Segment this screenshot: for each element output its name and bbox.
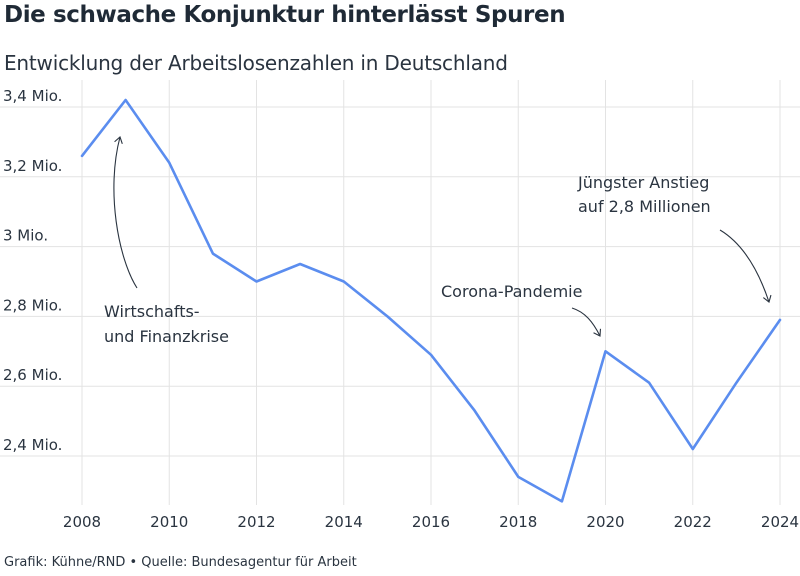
annotation-label: und Finanzkrise <box>104 327 229 346</box>
annotation-label: Wirtschafts- <box>104 302 200 321</box>
y-tick-label: 3 Mio. <box>3 227 48 245</box>
chart-title: Die schwache Konjunktur hinterlässt Spur… <box>4 2 566 28</box>
annotation-arrow <box>571 307 601 337</box>
x-tick-label: 2008 <box>63 513 101 531</box>
annotation-arrowhead <box>593 328 602 337</box>
source-credit: Grafik: Kühne/RND • Quelle: Bundesagentu… <box>4 555 357 570</box>
y-tick-label: 2,4 Mio. <box>3 436 62 454</box>
x-tick-label: 2014 <box>325 513 363 531</box>
y-tick-label: 3,4 Mio. <box>3 87 62 105</box>
annotation-label: Corona-Pandemie <box>441 282 582 301</box>
axis-ticks: 2,4 Mio. 2,6 Mio. 2,8 Mio. 3 Mio. 3,2 Mio. 3,… <box>3 87 799 531</box>
x-tick-label: 2016 <box>412 513 450 531</box>
chart-subtitle: Entwicklung der Arbeitslosenzahlen in De… <box>4 51 508 75</box>
annotation-arrow <box>113 136 138 289</box>
annotation-arrow <box>719 229 770 303</box>
annotations: Wirtschafts-und Finanzkrise Corona-Pandem… <box>104 136 772 346</box>
annotation-arrowhead <box>114 136 123 145</box>
x-tick-label: 2022 <box>674 513 712 531</box>
annotation-label: auf 2,8 Millionen <box>578 197 711 216</box>
annotation-arrowhead <box>763 294 772 303</box>
x-tick-label: 2018 <box>499 513 537 531</box>
x-tick-label: 2012 <box>237 513 275 531</box>
x-tick-label: 2010 <box>150 513 188 531</box>
y-tick-label: 3,2 Mio. <box>3 157 62 175</box>
grid <box>0 80 800 505</box>
series <box>80 98 782 503</box>
y-tick-label: 2,8 Mio. <box>3 296 62 314</box>
annotation-label: Jüngster Anstieg <box>577 173 709 192</box>
y-tick-label: 2,6 Mio. <box>3 366 62 384</box>
x-tick-label: 2020 <box>586 513 624 531</box>
x-tick-label: 2024 <box>761 513 799 531</box>
